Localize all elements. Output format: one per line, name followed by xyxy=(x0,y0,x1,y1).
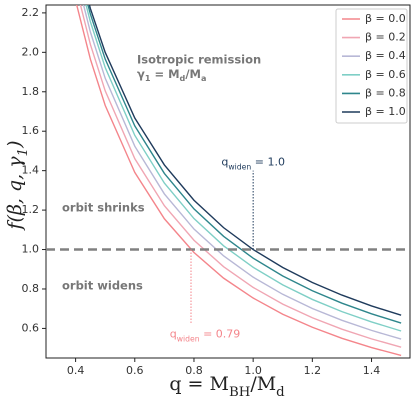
x-tick-label: 0.4 xyxy=(67,364,85,377)
y-axis-label-part: 1 xyxy=(16,148,31,156)
x-tick-label: 0.8 xyxy=(185,364,203,377)
series-line xyxy=(87,5,402,324)
annotation-formula-part: d xyxy=(180,74,186,83)
y-tick-label: 0.8 xyxy=(22,282,40,295)
series-line xyxy=(85,5,402,332)
plot-area xyxy=(76,5,402,357)
x-tick-label: 1.2 xyxy=(304,364,322,377)
y-axis-label-part: ) xyxy=(4,141,26,149)
plot-frame xyxy=(45,4,411,359)
x-axis-label: q = MBH/Md xyxy=(169,373,285,400)
annotation-formula-part: 1 xyxy=(145,74,151,83)
widen-label-part: = 1.0 xyxy=(251,156,285,169)
y-axis-label-part: f(β, q, γ xyxy=(4,156,26,232)
widen-label-part: q xyxy=(221,156,228,169)
legend-label: β = 0.6 xyxy=(365,68,406,81)
series-line xyxy=(79,5,402,348)
annotation-formula-part: = M xyxy=(150,67,179,81)
annotation-formula-part: /M xyxy=(185,67,201,81)
annotation-formula-part: γ xyxy=(137,67,145,81)
widen-label-part: = 0.79 xyxy=(200,327,241,340)
widen-label-part: q xyxy=(170,327,177,340)
annotation-formula-part: a xyxy=(201,74,206,83)
x-axis-label-part: BH xyxy=(229,385,250,400)
y-tick-label: 2.0 xyxy=(22,45,40,58)
x-axis-label-part: q = M xyxy=(169,373,229,395)
widen-label-part: widen xyxy=(228,162,251,171)
y-tick-label: 0.6 xyxy=(22,321,40,334)
y-tick-label: 1.6 xyxy=(22,124,40,137)
annotation-shrinks: orbit shrinks xyxy=(62,201,145,215)
widen-label: qwiden = 1.0 xyxy=(221,156,285,172)
legend-label: β = 1.0 xyxy=(365,105,406,118)
annotation-title: Isotropic remission xyxy=(137,53,261,67)
y-tick-label: 1.0 xyxy=(22,243,40,256)
widen-label: qwiden = 0.79 xyxy=(170,327,241,343)
widen-label-part: widen xyxy=(177,334,200,343)
y-tick-label: 1.4 xyxy=(22,164,40,177)
y-tick-label: 1.2 xyxy=(22,203,40,216)
x-tick-label: 0.6 xyxy=(126,364,144,377)
series-line xyxy=(82,5,402,340)
y-tick-label: 2.2 xyxy=(22,6,40,19)
legend-label: β = 0.0 xyxy=(365,12,406,25)
x-tick-label: 1.0 xyxy=(244,364,262,377)
annotation-formula: γ1 = Md/Ma xyxy=(137,67,206,84)
annotation-widens: orbit widens xyxy=(62,279,143,293)
legend-label: β = 0.4 xyxy=(365,49,406,62)
legend-label: β = 0.8 xyxy=(365,86,406,99)
y-tick-label: 1.8 xyxy=(22,85,40,98)
legend-label: β = 0.2 xyxy=(365,31,406,44)
series-line xyxy=(88,5,402,316)
y-axis-label: f(β, q, γ1) xyxy=(4,141,31,232)
x-tick-label: 1.4 xyxy=(363,364,381,377)
x-axis-label-part: d xyxy=(276,385,285,400)
series-line xyxy=(76,5,402,357)
x-axis-label-part: /M xyxy=(250,373,276,395)
